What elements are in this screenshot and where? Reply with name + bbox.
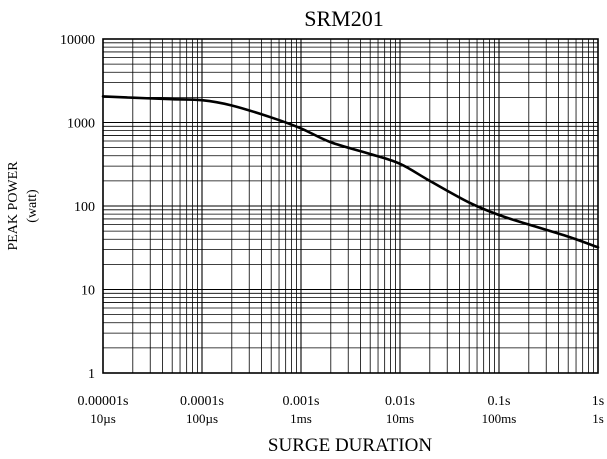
y-tick-labels: 1 10 100 1000 10000 (60, 33, 95, 382)
plot-frame (102, 38, 599, 374)
y-tick-label: 1000 (67, 117, 95, 132)
x-tick-labels: 0.00001s 10µs 0.0001s 100µs 0.001s 1ms 0.01s 10… (78, 394, 605, 426)
y-axis-unit: (watt) (25, 189, 40, 223)
x-axis-label: SURGE DURATION (268, 435, 432, 456)
x-tick-label: 1s (592, 394, 604, 409)
y-tick-label: 1 (88, 367, 95, 382)
x-tick-sublabel: 1ms (290, 411, 312, 426)
y-tick-label: 10000 (60, 33, 95, 48)
y-axis-label: PEAK POWER (6, 161, 21, 251)
x-tick-label: 0.01s (385, 394, 415, 409)
x-tick-label: 0.00001s (78, 394, 129, 409)
x-tick-sublabel: 100µs (186, 411, 218, 426)
x-tick-label: 0.0001s (180, 394, 224, 409)
x-tick-sublabel: 100ms (482, 411, 517, 426)
x-tick-sublabel: 1s (592, 411, 604, 426)
x-tick-sublabel: 10ms (386, 411, 414, 426)
y-tick-label: 100 (74, 200, 95, 215)
x-tick-sublabel: 10µs (90, 411, 116, 426)
x-tick-label: 0.001s (283, 394, 320, 409)
grid (103, 39, 598, 373)
series-line (101, 95, 600, 249)
chart-title: SRM201 (304, 6, 383, 31)
y-tick-label: 10 (81, 284, 95, 299)
x-tick-label: 0.1s (488, 394, 511, 409)
